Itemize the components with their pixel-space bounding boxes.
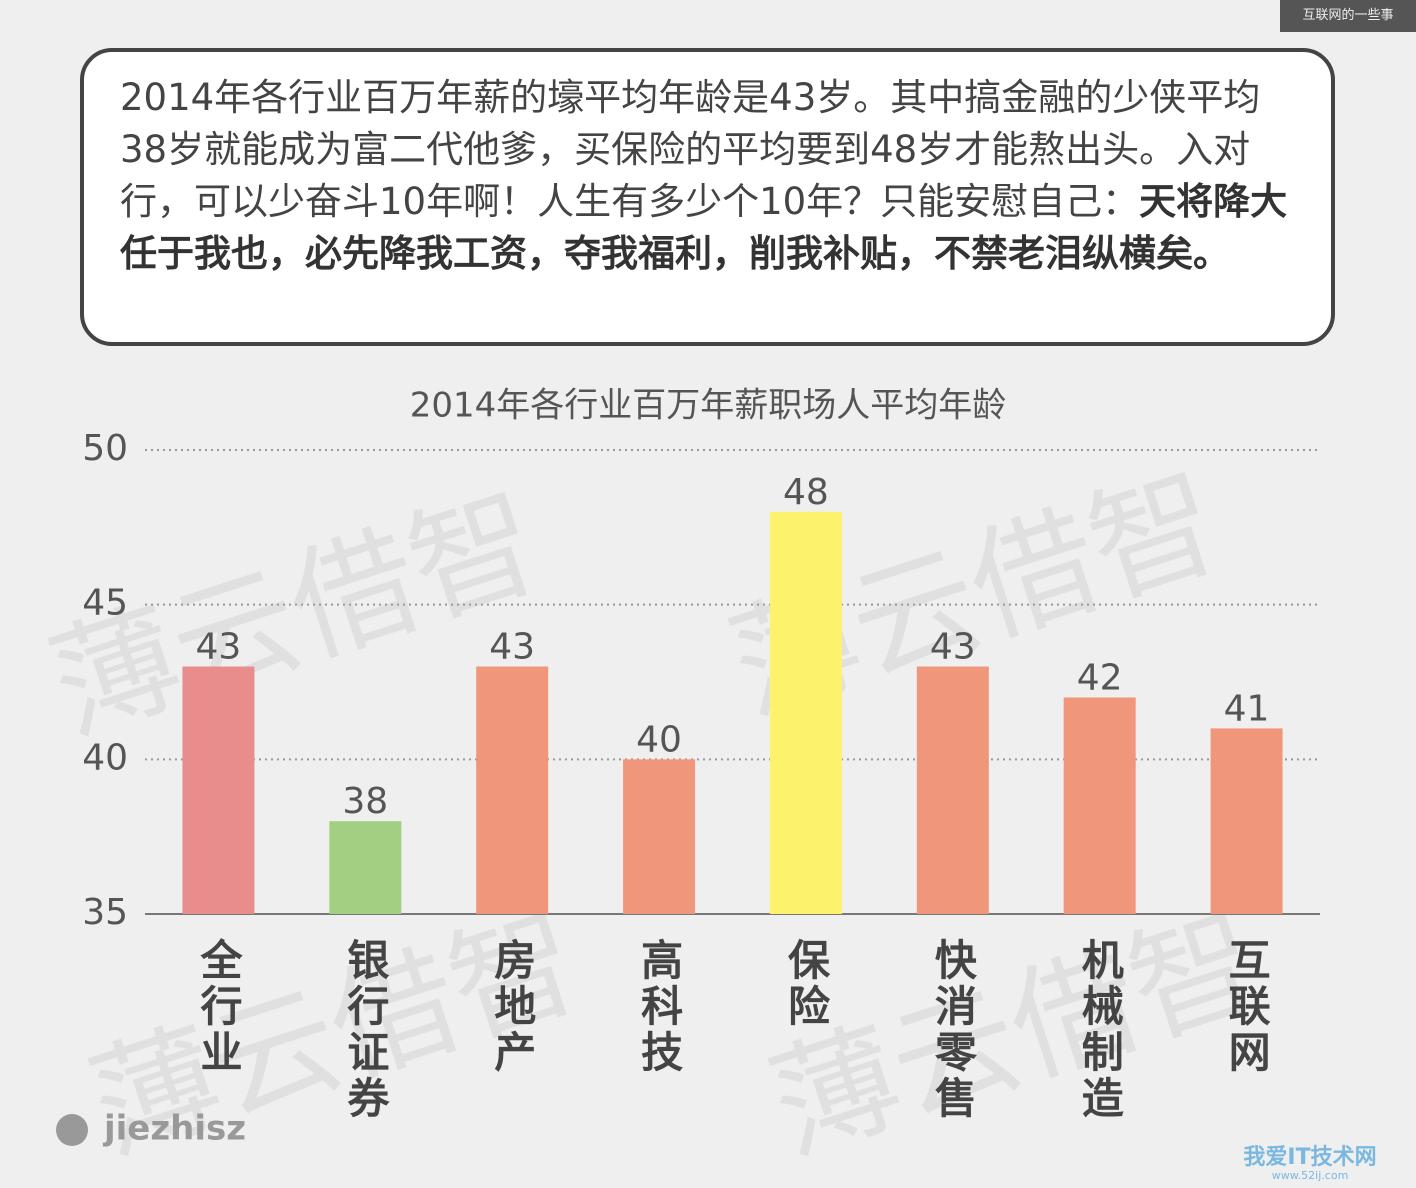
x-tick-label: 房地产 — [488, 938, 537, 1076]
corner-label: 互联网的一些事 — [1280, 0, 1416, 32]
callout-bold: 天将降大任于我也，必先降我工资，夺我福利，削我补贴，不禁老泪纵横矣。 — [120, 180, 1288, 275]
watermark: 薄云借智 — [755, 889, 1275, 1181]
bar — [182, 666, 255, 914]
x-tick-label: 机械制造 — [1075, 938, 1124, 1122]
value-label: 43 — [196, 627, 242, 668]
bar — [623, 759, 696, 914]
x-tick-label: 快消零售 — [928, 938, 977, 1122]
bar — [329, 821, 402, 914]
logo-url: www.52ij.com — [1272, 1169, 1349, 1182]
y-tick-label: 35 — [82, 892, 128, 933]
value-label: 43 — [489, 627, 535, 668]
value-label: 40 — [636, 719, 682, 760]
account: jiezhisz — [102, 1109, 246, 1149]
value-label: 41 — [1224, 688, 1270, 729]
y-tick-label: 50 — [82, 428, 128, 469]
bar — [916, 666, 989, 914]
x-tick-label: 高科技 — [635, 938, 684, 1076]
bar — [476, 666, 549, 914]
x-tick-label: 银行证券 — [341, 938, 390, 1122]
bar — [1063, 697, 1136, 914]
x-tick-label: 全行业 — [194, 937, 243, 1076]
bar — [769, 511, 842, 914]
logo-name: 我爱IT技术网 — [1243, 1145, 1376, 1170]
value-label: 48 — [783, 472, 829, 513]
value-label: 43 — [930, 627, 976, 668]
bar — [1210, 728, 1283, 914]
value-label: 42 — [1077, 657, 1123, 698]
y-tick-label: 40 — [82, 737, 128, 778]
callout: 2014年各行业百万年薪的壕平均年龄是43岁。其中搞金融的少侠平均38岁就能成为… — [80, 48, 1335, 346]
wechat-icon — [56, 1114, 88, 1146]
x-tick-label: 互联网 — [1222, 938, 1271, 1076]
chart-title: 2014年各行业百万年薪职场人平均年龄 — [410, 386, 1007, 426]
value-label: 38 — [342, 781, 388, 822]
x-tick-label: 保险 — [781, 938, 830, 1030]
callout-text: 2014年各行业百万年薪的壕平均年龄是43岁。其中搞金融的少侠平均38岁就能成为… — [120, 76, 1261, 223]
y-tick-label: 45 — [82, 583, 128, 624]
